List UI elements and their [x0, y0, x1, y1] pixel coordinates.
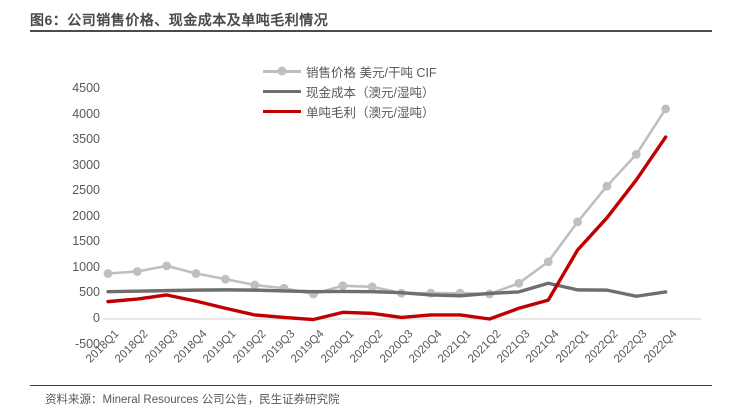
y-tick-label: 3500 — [72, 132, 100, 147]
data-point-marker — [514, 278, 524, 288]
y-tick-label: 1000 — [72, 259, 100, 274]
legend-item-2: 单吨毛利（澳元/湿吨） — [263, 104, 437, 120]
series-line-2 — [106, 135, 668, 322]
data-point-marker — [543, 257, 553, 267]
legend-item-0: 销售价格 美元/干吨 CIF — [263, 64, 437, 80]
series-line-1 — [106, 281, 668, 298]
y-tick-label: 4500 — [72, 81, 100, 95]
data-point-marker — [250, 280, 260, 290]
legend-line-swatch — [263, 109, 301, 113]
legend-item-1: 现金成本（澳元/湿吨） — [263, 84, 437, 100]
y-tick-label: 2000 — [72, 208, 100, 223]
data-point-marker — [221, 274, 230, 284]
data-point-marker — [103, 269, 113, 278]
legend-label: 销售价格 美元/干吨 CIF — [306, 65, 437, 80]
data-point-marker — [661, 104, 671, 114]
y-tick-label: -500 — [74, 336, 100, 351]
y-tick-label: 3000 — [72, 157, 100, 172]
data-point-marker — [338, 281, 348, 291]
data-point-marker — [602, 181, 612, 191]
data-point-marker — [191, 269, 201, 278]
data-point-marker — [631, 150, 641, 159]
legend-marker-dot — [277, 66, 287, 76]
y-tick-label: 4000 — [72, 106, 100, 121]
data-point-marker — [132, 267, 142, 276]
legend-line-swatch — [263, 66, 301, 76]
y-tick-label: 500 — [79, 285, 100, 300]
data-point-marker — [162, 261, 172, 271]
footer-divider — [30, 385, 712, 386]
legend-line-swatch — [263, 89, 301, 93]
chart-legend: 销售价格 美元/干吨 CIF 现金成本（澳元/湿吨） 单吨毛利（澳元/湿吨） — [263, 64, 437, 120]
legend-label: 单吨毛利（澳元/湿吨） — [306, 105, 435, 120]
legend-label: 现金成本（澳元/湿吨） — [306, 85, 435, 100]
y-tick-label: 1500 — [72, 234, 100, 249]
title-underline — [30, 30, 712, 32]
data-point-marker — [367, 282, 377, 292]
source-note: 资料来源：Mineral Resources 公司公告，民生证券研究院 — [45, 394, 340, 406]
figure-title: 图6：公司销售价格、现金成本及单吨毛利情况 — [30, 12, 329, 28]
data-point-marker — [573, 217, 582, 227]
y-tick-label: 0 — [93, 311, 100, 325]
series-line-0 — [106, 107, 667, 296]
y-tick-label: 2500 — [72, 183, 100, 198]
